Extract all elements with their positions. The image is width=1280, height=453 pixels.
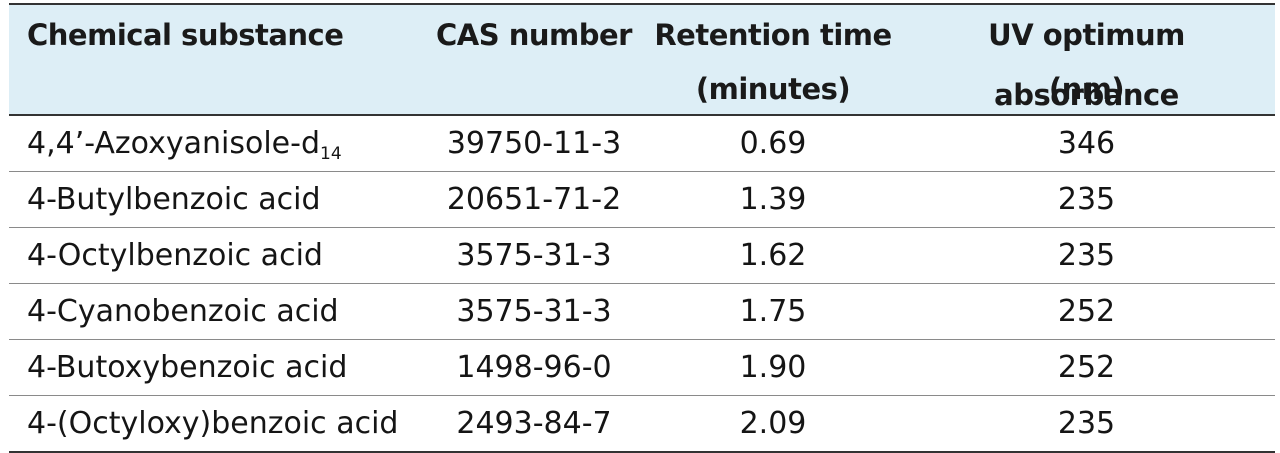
substance-name: 4,4’-Azoxyanisole-d xyxy=(27,126,320,161)
cell-retention: 1.62 xyxy=(648,227,898,284)
cell-cas: 39750-11-3 xyxy=(420,115,648,172)
cell-cas: 2493-84-7 xyxy=(456,406,612,441)
table-row: 4-Octylbenzoic acid 3575-31-3 1.62 235 xyxy=(9,227,1275,284)
cell-substance: 4-Cyanobenzoic acid xyxy=(9,283,420,340)
header-row: Chemical substance CAS number Retention … xyxy=(9,5,1275,116)
cell-retention: 0.69 xyxy=(648,115,898,172)
header-line: Retention time xyxy=(654,18,892,52)
substance-name: 4-Octylbenzoic acid xyxy=(27,238,323,273)
cell-substance: 4-(Octyloxy)benzoic acid xyxy=(9,396,420,452)
header-line-unit: (minutes) xyxy=(695,72,851,106)
table-row: 4-Butoxybenzoic acid 1498-96-0 1.90 252 xyxy=(9,339,1275,396)
cell-retention: 1.75 xyxy=(648,283,898,340)
table-header: Chemical substance CAS number Retention … xyxy=(9,5,1275,116)
chemical-retention-table: Chemical substance CAS number Retention … xyxy=(9,5,1275,451)
cell-uv: 346 xyxy=(898,115,1275,172)
table-row: 4-(Octyloxy)benzoic acid 2493-84-7 2.09 … xyxy=(9,396,1275,452)
header-line: Chemical substance xyxy=(27,18,344,52)
header-retention-time: Retention time (minutes) xyxy=(648,5,898,116)
cell-uv: 252 xyxy=(898,283,1275,340)
cell-retention: 2.09 xyxy=(739,406,807,441)
header-cas-number: CAS number xyxy=(420,5,648,116)
header-chemical-substance: Chemical substance xyxy=(9,5,420,116)
cell-cas: 3575-31-3 xyxy=(420,283,648,340)
substance-name: 4-(Octyloxy)benzoic acid xyxy=(27,406,399,441)
substance-subscript: 14 xyxy=(320,144,342,164)
header-line: CAS number xyxy=(436,18,632,52)
cell-substance: 4-Octylbenzoic acid xyxy=(9,227,420,284)
cell-substance: 4,4’-Azoxyanisole-d14 xyxy=(9,115,420,172)
cell-retention: 1.39 xyxy=(648,171,898,228)
cell-uv: 235 xyxy=(898,227,1275,284)
substance-name: 4-Cyanobenzoic acid xyxy=(27,294,339,329)
cell-uv: 252 xyxy=(898,339,1275,396)
cell-uv: 235 xyxy=(898,171,1275,228)
cell-cas: 20651-71-2 xyxy=(420,171,648,228)
table-body: 4,4’-Azoxyanisole-d14 39750-11-3 0.69 34… xyxy=(9,115,1275,451)
cell-uv: 235 xyxy=(1057,406,1116,441)
cell-substance: 4-Butylbenzoic acid xyxy=(9,171,420,228)
substance-name: 4-Butylbenzoic acid xyxy=(27,182,321,217)
cell-cas: 3575-31-3 xyxy=(420,227,648,284)
header-line-unit: (nm) xyxy=(1048,72,1125,106)
header-line: UV optimum absorbance xyxy=(988,18,1185,112)
cell-cas: 1498-96-0 xyxy=(420,339,648,396)
header-uv-absorbance: UV optimum absorbance (nm) xyxy=(898,5,1275,116)
table-row: 4-Butylbenzoic acid 20651-71-2 1.39 235 xyxy=(9,171,1275,228)
data-table-container: Chemical substance CAS number Retention … xyxy=(9,3,1275,453)
cell-retention: 1.90 xyxy=(648,339,898,396)
cell-substance: 4-Butoxybenzoic acid xyxy=(9,339,420,396)
table-row: 4,4’-Azoxyanisole-d14 39750-11-3 0.69 34… xyxy=(9,115,1275,172)
substance-name: 4-Butoxybenzoic acid xyxy=(27,350,348,385)
table-row: 4-Cyanobenzoic acid 3575-31-3 1.75 252 xyxy=(9,283,1275,340)
